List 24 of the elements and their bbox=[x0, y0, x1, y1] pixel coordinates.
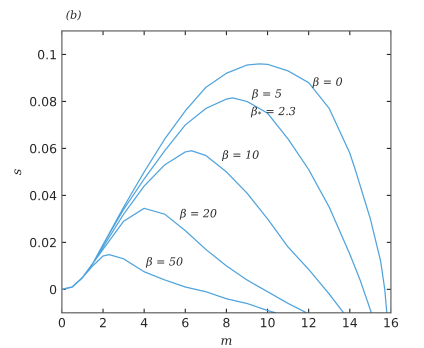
x-tick-label: 4 bbox=[140, 318, 148, 328]
x-tick-label: 2 bbox=[100, 318, 106, 328]
annotation: β$_{*}$ = 2.3 bbox=[250, 106, 296, 118]
y-tick-label: 0.02 bbox=[30, 238, 56, 248]
annotation: β = 10 bbox=[222, 150, 259, 161]
x-tick-label: 8 bbox=[223, 318, 230, 328]
x-tick-label: 0 bbox=[58, 318, 66, 328]
y-tick-label: 0.06 bbox=[30, 144, 56, 154]
x-tick-label: 10 bbox=[260, 318, 275, 328]
x-axis-title: m bbox=[221, 338, 232, 345]
y-axis-title: s bbox=[14, 169, 22, 175]
x-tick-label: 14 bbox=[343, 318, 358, 328]
text: (b) bbox=[66, 10, 81, 20]
y-tick-label: 0.04 bbox=[30, 190, 56, 200]
y-tick-label: 0.08 bbox=[30, 96, 56, 106]
annotation: β = 5 bbox=[252, 88, 282, 100]
x-tick-label: 16 bbox=[384, 318, 398, 328]
y-tick-label: 0.1 bbox=[38, 50, 56, 60]
annotation: β = 50 bbox=[146, 256, 182, 268]
annotation: β = 0 bbox=[312, 77, 342, 88]
annotation: β = 20 bbox=[180, 208, 216, 220]
x-tick-label: 12 bbox=[302, 318, 316, 328]
y-tick-label: 0 bbox=[50, 284, 56, 294]
x-tick-label: 6 bbox=[182, 318, 188, 328]
